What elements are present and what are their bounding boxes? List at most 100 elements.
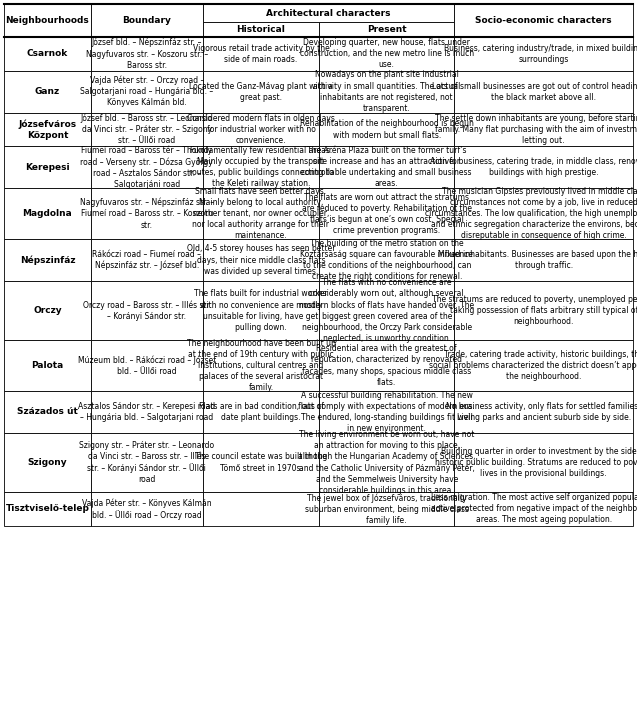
Text: Mixed inhabitants. Businesses are based upon the high
through traffic.: Mixed inhabitants. Businesses are based … <box>438 250 637 270</box>
Text: Múzeum bld. – Rákóczi road – József
bld. – Üllői road: Múzeum bld. – Rákóczi road – József bld.… <box>78 355 216 376</box>
Bar <box>203 71 319 113</box>
Text: Asztalos Sándor str. – Kerepesi road
– Hungária bld. – Salgotarjani road: Asztalos Sándor str. – Kerepesi road – H… <box>78 402 215 422</box>
Bar <box>91 147 203 188</box>
Bar <box>203 4 454 22</box>
Bar <box>454 239 633 281</box>
Text: Orczy: Orczy <box>33 306 62 315</box>
Text: Fundamentally few residential areas.
Mainly occupied by the transport
routes, pu: Fundamentally few residential areas. Mai… <box>189 146 333 188</box>
Text: Building quarter in order to investment by the side of
historic public building.: Building quarter in order to investment … <box>434 447 637 478</box>
Bar <box>4 37 91 71</box>
Bar <box>454 147 633 188</box>
Text: Vajda Péter str. – Orczy road –
Salgotarjani road – Hungária bld. –
Könyves Kálm: Vajda Péter str. – Orczy road – Salgotar… <box>80 76 213 108</box>
Bar <box>319 71 454 113</box>
Bar <box>4 4 91 37</box>
Text: Architectural characters: Architectural characters <box>266 9 391 17</box>
Bar <box>91 433 203 492</box>
Text: The flats are worn out attract the stratums
are reduced to poverty. Rehabilitati: The flats are worn out attract the strat… <box>302 193 472 235</box>
Text: Tisztviselő-telep: Tisztviselő-telep <box>6 505 89 513</box>
Bar <box>454 37 633 71</box>
Text: Located the Ganz-Mávag plant with a
great past.: Located the Ganz-Mávag plant with a grea… <box>189 82 333 102</box>
Bar <box>319 492 454 526</box>
Bar <box>91 188 203 239</box>
Bar <box>454 433 633 492</box>
Text: Magdolna: Magdolna <box>22 209 72 218</box>
Text: The Aréna Plaza built on the former turf’s
site increase and has an attraction f: The Aréna Plaza built on the former turf… <box>301 146 472 188</box>
Bar <box>319 239 454 281</box>
Bar <box>203 188 319 239</box>
Bar <box>454 188 633 239</box>
Bar <box>4 113 91 147</box>
Bar <box>203 22 319 37</box>
Bar <box>319 433 454 492</box>
Bar <box>454 113 633 147</box>
Text: József bld. – Népszinfáz str. –
Nagyfuvaros str. – Koszoru str. –
Baross str.: József bld. – Népszinfáz str. – Nagyfuva… <box>85 38 208 69</box>
Text: Boundary: Boundary <box>122 16 171 25</box>
Text: The flats built for industrial worker
with no convenience are mostly
unsuitable : The flats built for industrial worker wi… <box>194 290 328 332</box>
Text: The musician Gipsies previously lived in middle class
circumstances not come by : The musician Gipsies previously lived in… <box>426 187 637 240</box>
Bar <box>4 433 91 492</box>
Text: The settle down inhabitants are young, before starting a
family. Many flat purch: The settle down inhabitants are young, b… <box>435 114 637 145</box>
Text: Present: Present <box>367 25 406 34</box>
Text: The stratums are reduced to poverty, unemployed people,
taking possession of fla: The stratums are reduced to poverty, une… <box>431 295 637 326</box>
Bar <box>91 4 203 37</box>
Text: Rehabilitation of the neighbourhood is begun
with modern but small flats.: Rehabilitation of the neighbourhood is b… <box>300 119 474 139</box>
Bar <box>4 71 91 113</box>
Text: A successful building rehabilitation. The new
flats comply with expectations of : A successful building rehabilitation. Th… <box>298 391 475 433</box>
Bar <box>203 281 319 340</box>
Bar <box>91 340 203 391</box>
Text: Nagyfuvaros str. – Népszinfáz str. –
Fiumeí road – Baross str. – Koszoru
str.: Nagyfuvaros str. – Népszinfáz str. – Fiu… <box>80 198 214 230</box>
Text: Népszinfáz: Népszinfáz <box>20 256 75 265</box>
Bar <box>454 340 633 391</box>
Text: The jewel box of Józsefváros, traditionally
suburban environment, being middle c: The jewel box of Józsefváros, traditiona… <box>304 493 469 525</box>
Text: Socio-economic characters: Socio-economic characters <box>475 16 612 25</box>
Text: Business, catering industry/trade, in mixed building
surroundings: Business, catering industry/trade, in mi… <box>444 44 637 64</box>
Bar <box>203 113 319 147</box>
Bar <box>91 281 203 340</box>
Text: Trade, catering trade activity, historic buildings, the
social problems characte: Trade, catering trade activity, historic… <box>429 350 637 381</box>
Bar <box>4 239 91 281</box>
Bar <box>319 147 454 188</box>
Bar <box>319 340 454 391</box>
Text: Orczy road – Baross str. – Illés str.
– Korányi Sándor str.: Orczy road – Baross str. – Illés str. – … <box>83 300 211 321</box>
Bar <box>203 37 319 71</box>
Text: Flats are in bad condition, out of
date plant buildings.: Flats are in bad condition, out of date … <box>199 402 324 422</box>
Bar <box>203 147 319 188</box>
Bar <box>203 239 319 281</box>
Text: Rákóczi road – Fiumeí road –
Népszinfáz str. – József bld.: Rákóczi road – Fiumeí road – Népszinfáz … <box>92 250 201 271</box>
Text: Szigony: Szigony <box>27 458 68 467</box>
Text: Lots of small businesses are got out of control heading for
the black market abo: Lots of small businesses are got out of … <box>432 82 637 102</box>
Bar <box>319 37 454 71</box>
Bar <box>91 71 203 113</box>
Text: Csarnok: Csarnok <box>27 49 68 58</box>
Bar <box>454 71 633 113</box>
Bar <box>319 188 454 239</box>
Bar <box>319 391 454 433</box>
Bar <box>203 492 319 526</box>
Bar <box>91 391 203 433</box>
Bar <box>454 281 633 340</box>
Text: The building of the metro station on the
Köztársaság square can favourable influ: The building of the metro station on the… <box>300 239 473 281</box>
Text: Neighbourhoods: Neighbourhoods <box>6 16 89 25</box>
Bar <box>4 391 91 433</box>
Bar <box>203 391 319 433</box>
Bar <box>319 22 454 37</box>
Text: Százados út: Százados út <box>17 407 78 417</box>
Text: No business activity, only flats for settled families.
Living parks and ancient : No business activity, only flats for set… <box>447 402 637 422</box>
Text: József bld. – Baross str. – Leonardo
da Vinci str. – Práter str. – Szigony
str. : József bld. – Baross str. – Leonardo da … <box>81 113 213 145</box>
Bar <box>319 281 454 340</box>
Bar <box>454 492 633 526</box>
Bar <box>454 391 633 433</box>
Bar <box>91 492 203 526</box>
Text: Vajda Péter str. – Könyves Kálmán
bld. – Üllői road – Orczy road: Vajda Péter str. – Könyves Kálmán bld. –… <box>82 498 211 520</box>
Bar <box>4 492 91 526</box>
Text: Palota: Palota <box>31 361 64 370</box>
Bar <box>4 281 91 340</box>
Text: Szigony str. – Práter str. – Leonardo
da Vinci str. – Baross str. – Illés
str. –: Szigony str. – Práter str. – Leonardo da… <box>79 441 214 484</box>
Bar <box>91 37 203 71</box>
Text: Considered modern flats in olden days
for industrial worker with no
convenience.: Considered modern flats in olden days fo… <box>187 114 335 145</box>
Text: Kerepesi: Kerepesi <box>25 162 69 172</box>
Bar <box>203 340 319 391</box>
Text: Old, 4-5 storey houses has seen better
days, their nice middle class flats
was d: Old, 4-5 storey houses has seen better d… <box>187 245 335 276</box>
Bar <box>91 239 203 281</box>
Bar <box>4 188 91 239</box>
